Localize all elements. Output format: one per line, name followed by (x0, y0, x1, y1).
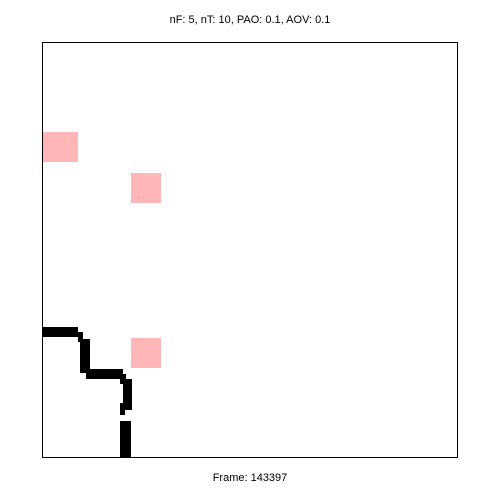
trail-segment (80, 339, 90, 373)
trail-segment (43, 327, 78, 337)
trail-segment (120, 421, 131, 457)
simulation-board (42, 42, 458, 458)
trail-segment (86, 369, 123, 379)
agent-trail (43, 327, 132, 457)
trail-segment (123, 379, 132, 410)
food-patch (131, 173, 161, 203)
simulation-parameters-title: nF: 5, nT: 10, PAO: 0.1, AOV: 0.1 (169, 14, 331, 26)
food-patch (43, 132, 78, 162)
frame-counter: Frame: 143397 (212, 472, 288, 484)
trail-segment (78, 332, 83, 342)
food-patch (131, 338, 161, 368)
trail-segment (120, 403, 125, 415)
board-canvas (43, 132, 161, 457)
